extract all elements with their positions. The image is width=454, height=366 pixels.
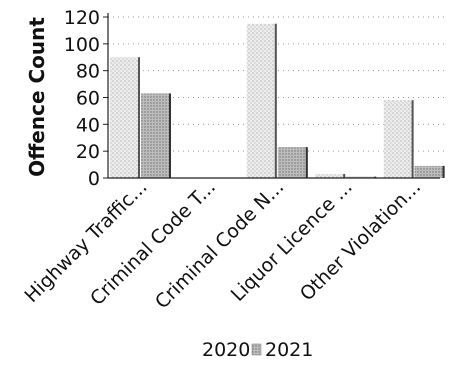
bar-2020-3 [315, 173, 346, 178]
x-tick-label: Criminal Code N... [151, 176, 288, 313]
y-tick-label: 120 [64, 7, 100, 29]
y-axis-label: Offence Count [25, 17, 49, 177]
y-tick-label: 20 [76, 141, 100, 163]
bar-2020-0 [110, 57, 140, 178]
bar-2021-4 [414, 165, 445, 178]
legend-label-2021: 2021 [265, 339, 313, 361]
x-tick-label: Highway Traffic... [20, 176, 151, 307]
legend: 2020 2021 [202, 339, 313, 361]
bars [110, 23, 445, 179]
x-tick-label: Other Violation... [296, 176, 425, 305]
x-tick-label: Criminal Code T... [86, 176, 220, 310]
bar-edge [305, 147, 308, 178]
x-tick-label: Liquor Licence ... [227, 176, 357, 306]
legend-swatch-2021 [251, 343, 262, 356]
bar-edge [374, 176, 377, 178]
bar-2020-4 [383, 100, 414, 178]
bar-2021-3 [346, 176, 377, 178]
y-tick-label: 40 [76, 114, 100, 136]
y-tick-label: 100 [64, 34, 100, 56]
axes [103, 13, 440, 179]
bar-edge [343, 173, 346, 178]
x-tick-labels: Highway Traffic...Criminal Code T...Crim… [20, 176, 425, 313]
bar-edge [274, 23, 277, 179]
y-tick-label: 0 [88, 168, 100, 190]
legend-label-2020: 2020 [202, 339, 250, 361]
bar-edge [138, 57, 140, 178]
bar-2021-0 [141, 93, 171, 178]
bar-2021-2 [277, 147, 308, 178]
y-tick-labels: 0 20 40 60 80 100 120 [64, 7, 100, 190]
bar-edge [169, 93, 171, 178]
bar-edge [442, 165, 445, 178]
bar-edge [411, 100, 414, 178]
y-tick-label: 80 [76, 61, 100, 83]
y-tick-label: 60 [76, 88, 100, 110]
bar-2020-2 [246, 23, 277, 179]
